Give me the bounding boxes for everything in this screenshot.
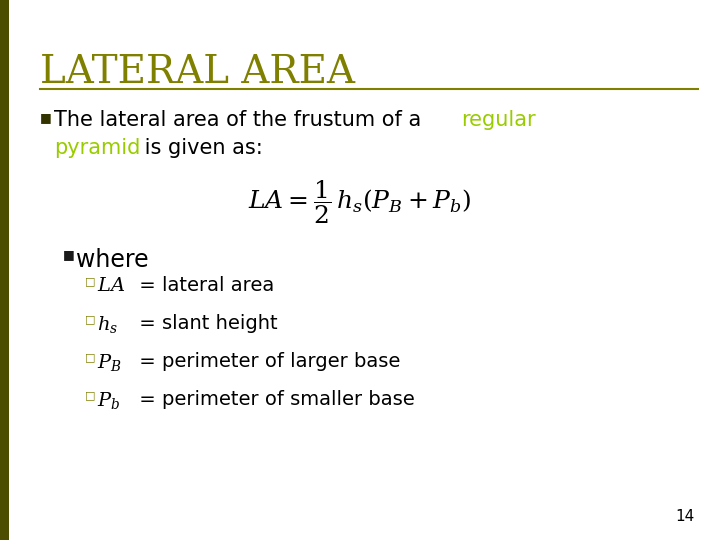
Text: $P_b$: $P_b$ xyxy=(97,390,120,411)
Text: regular: regular xyxy=(461,110,536,130)
Text: where: where xyxy=(76,248,148,272)
Text: $LA$: $LA$ xyxy=(97,276,125,295)
Text: = perimeter of smaller base: = perimeter of smaller base xyxy=(133,390,415,409)
Text: $h_s$: $h_s$ xyxy=(97,314,118,335)
Text: 14: 14 xyxy=(675,509,695,524)
Text: □: □ xyxy=(85,314,96,325)
Text: = lateral area: = lateral area xyxy=(133,276,274,295)
Text: ■: ■ xyxy=(40,111,51,124)
Text: The lateral area of the frustum of a: The lateral area of the frustum of a xyxy=(54,110,428,130)
Text: □: □ xyxy=(85,276,96,287)
Text: □: □ xyxy=(85,390,96,400)
Text: LATERAL AREA: LATERAL AREA xyxy=(40,54,355,91)
Text: pyramid: pyramid xyxy=(54,138,140,158)
Text: = perimeter of larger base: = perimeter of larger base xyxy=(133,352,400,371)
Text: □: □ xyxy=(85,352,96,362)
Text: is given as:: is given as: xyxy=(138,138,263,158)
Text: $LA = \dfrac{1}{2}\,h_s(P_B + P_b)$: $LA = \dfrac{1}{2}\,h_s(P_B + P_b)$ xyxy=(248,178,472,226)
Text: $P_B$: $P_B$ xyxy=(97,352,122,373)
Text: = slant height: = slant height xyxy=(133,314,278,333)
Text: ■: ■ xyxy=(63,248,75,261)
